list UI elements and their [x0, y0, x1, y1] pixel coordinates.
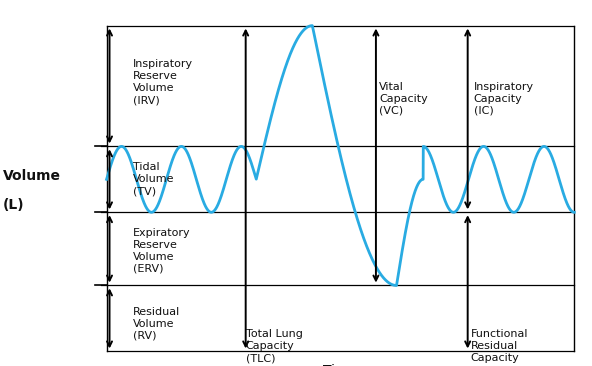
Text: Tidal
Volume
(TV): Tidal Volume (TV): [133, 163, 175, 196]
Text: Expiratory
Reserve
Volume
(ERV): Expiratory Reserve Volume (ERV): [133, 228, 191, 274]
Text: Volume: Volume: [3, 169, 61, 183]
Text: Inspiratory
Reserve
Volume
(IRV): Inspiratory Reserve Volume (IRV): [133, 59, 194, 105]
Text: Residual
Volume
(RV): Residual Volume (RV): [133, 307, 181, 341]
Text: Inspiratory
Capacity
(IC): Inspiratory Capacity (IC): [474, 82, 534, 116]
Text: Vital
Capacity
(VC): Vital Capacity (VC): [379, 82, 427, 116]
Text: Functional
Residual
Capacity
(FRC): Functional Residual Capacity (FRC): [471, 329, 528, 366]
Text: Time: Time: [323, 364, 358, 366]
Text: (L): (L): [3, 198, 25, 212]
Text: Total Lung
Capacity
(TLC): Total Lung Capacity (TLC): [246, 329, 303, 363]
